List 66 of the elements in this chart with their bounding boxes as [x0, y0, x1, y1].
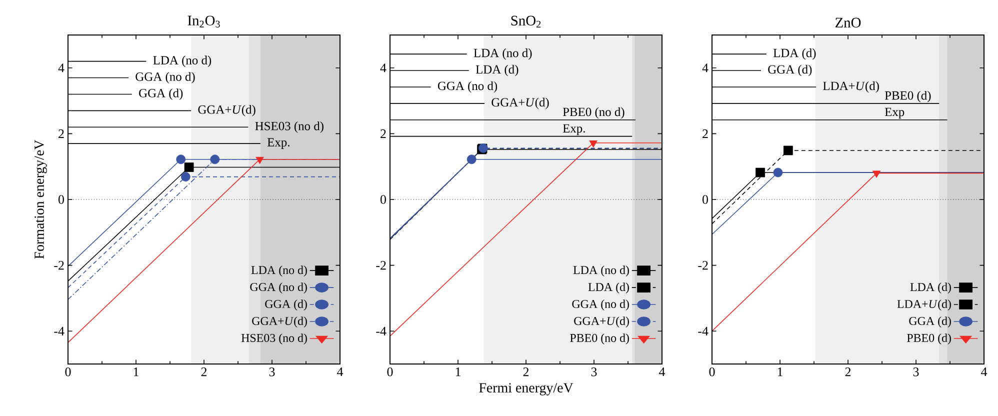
- legend-label: GGA+U(d): [574, 316, 629, 328]
- legend-label: GGA (d): [265, 300, 307, 310]
- y-tick-label: 4: [380, 64, 386, 72]
- y-tick-label: 0: [380, 195, 386, 204]
- legend-label: GGA (no d): [572, 300, 629, 310]
- legend-label: PBE0 (d): [907, 334, 951, 344]
- series-label: LDA (no d): [153, 56, 212, 67]
- x-tick-label: 0: [65, 368, 71, 376]
- y-tick-label: 2: [58, 129, 64, 138]
- y-tick-label: -2: [54, 261, 64, 270]
- series-label: LDA+U(d): [823, 81, 879, 93]
- legend-label: HSE03 (no d): [241, 334, 307, 344]
- y-tick-label: 4: [58, 64, 64, 72]
- y-tick-label: 4: [702, 64, 708, 72]
- series-label: GGA+U(d): [198, 105, 256, 116]
- legend-label: GGA (no d): [250, 282, 307, 294]
- series-label: LDA (d): [476, 64, 518, 76]
- series-label: GGA+U(d): [492, 98, 549, 110]
- legend-label: GGA+U(d): [252, 316, 307, 328]
- x-tick-label: 0: [387, 368, 393, 376]
- legend-label: LDA (d): [588, 282, 629, 294]
- series-label: Exp.: [267, 138, 290, 149]
- x-tick-label: 4: [659, 368, 666, 376]
- series-label: PBE0 (no d): [562, 107, 624, 119]
- x-tick-label: 4: [337, 368, 344, 376]
- x-tick-label: 4: [981, 368, 988, 376]
- x-axis-title: Fermi energy/eV: [479, 383, 574, 396]
- series-label: Exp.: [562, 124, 585, 136]
- legend-label: GGA (d): [909, 316, 951, 328]
- series-label: Exp: [884, 108, 904, 119]
- x-tick-label: 1: [778, 368, 782, 376]
- x-tick-label: 2: [201, 368, 207, 376]
- y-axis-title: Formation energy/eV: [34, 140, 47, 259]
- x-tick-label: 3: [269, 368, 275, 376]
- y-tick-label: -4: [698, 326, 708, 336]
- x-tick-label: 0: [709, 368, 715, 376]
- legend-label: LDA (no d): [573, 266, 629, 277]
- legend-label: LDA+U(d): [897, 300, 951, 310]
- y-tick-label: 2: [380, 129, 386, 138]
- x-tick-label: 2: [523, 368, 529, 376]
- series-label: GGA (no d): [136, 72, 195, 84]
- series-label: GGA (d): [139, 88, 183, 100]
- x-tick-label: 2: [845, 368, 851, 376]
- y-tick-label: 0: [702, 195, 708, 204]
- series-label: LDA (no d): [474, 48, 532, 60]
- chart-title: SnO$_{2}$: [511, 16, 541, 28]
- legend-label: LDA (d): [910, 282, 951, 294]
- y-tick-label: -2: [698, 261, 708, 270]
- legend-label: PBE0 (no d): [570, 334, 629, 344]
- y-tick-label: 0: [58, 195, 64, 204]
- y-tick-label: -4: [54, 326, 64, 336]
- chart-title: ZnO: [835, 18, 861, 28]
- series-label: PBE0 (d): [884, 90, 931, 102]
- x-tick-label: 1: [134, 368, 138, 376]
- y-tick-label: -2: [376, 261, 386, 270]
- y-tick-label: 2: [702, 129, 708, 138]
- y-tick-label: -4: [376, 326, 386, 336]
- legend-label: LDA (no d): [251, 266, 307, 277]
- series-label: LDA (d): [773, 48, 816, 60]
- x-tick-label: 3: [591, 368, 597, 376]
- x-tick-label: 3: [913, 368, 919, 376]
- series-label: GGA (d): [768, 64, 812, 76]
- x-tick-label: 1: [456, 368, 460, 376]
- chart-title: In$_{2}$O$_{3}$: [188, 16, 220, 28]
- series-label: GGA (no d): [438, 81, 498, 93]
- legend-label: HSE03 (no d): [255, 121, 324, 133]
